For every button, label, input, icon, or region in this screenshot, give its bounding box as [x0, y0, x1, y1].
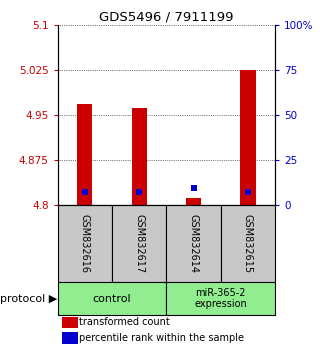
- Bar: [77, 104, 92, 205]
- Bar: [58, 205, 112, 282]
- Text: control: control: [93, 293, 131, 304]
- Text: GSM832617: GSM832617: [134, 214, 144, 273]
- Bar: [112, 205, 166, 282]
- Bar: [166, 282, 275, 315]
- Bar: [132, 108, 147, 205]
- Text: GSM832615: GSM832615: [243, 214, 253, 273]
- Bar: [62, 317, 78, 328]
- Text: miR-365-2
expression: miR-365-2 expression: [195, 288, 247, 309]
- Text: GSM832616: GSM832616: [80, 214, 90, 273]
- Bar: [221, 205, 275, 282]
- Bar: [186, 198, 201, 205]
- Bar: [240, 70, 256, 205]
- Bar: [62, 332, 78, 344]
- Text: transformed count: transformed count: [79, 318, 170, 327]
- Text: GSM832614: GSM832614: [188, 214, 199, 273]
- Text: protocol ▶: protocol ▶: [0, 293, 58, 304]
- Bar: [166, 205, 221, 282]
- Bar: [58, 282, 166, 315]
- Text: percentile rank within the sample: percentile rank within the sample: [79, 333, 244, 343]
- Title: GDS5496 / 7911199: GDS5496 / 7911199: [99, 11, 234, 24]
